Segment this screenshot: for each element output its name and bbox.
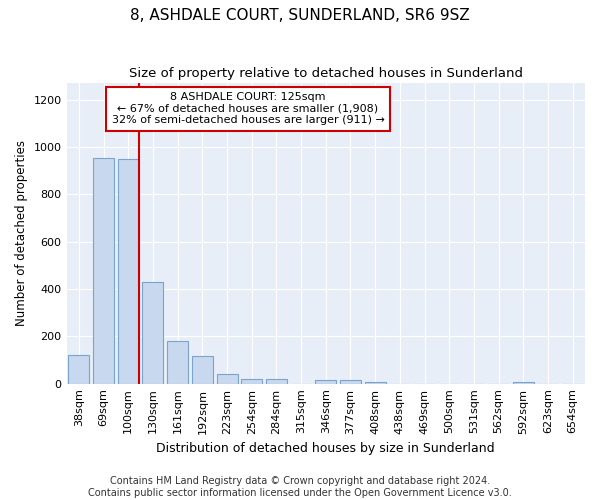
Bar [217,374,238,384]
Bar [340,380,361,384]
Text: Contains HM Land Registry data © Crown copyright and database right 2024.
Contai: Contains HM Land Registry data © Crown c… [88,476,512,498]
Bar [93,158,114,384]
Title: Size of property relative to detached houses in Sunderland: Size of property relative to detached ho… [129,68,523,80]
Bar [513,382,534,384]
X-axis label: Distribution of detached houses by size in Sunderland: Distribution of detached houses by size … [157,442,495,455]
Text: 8, ASHDALE COURT, SUNDERLAND, SR6 9SZ: 8, ASHDALE COURT, SUNDERLAND, SR6 9SZ [130,8,470,22]
Text: 8 ASHDALE COURT: 125sqm
← 67% of detached houses are smaller (1,908)
32% of semi: 8 ASHDALE COURT: 125sqm ← 67% of detache… [112,92,385,126]
Bar [68,356,89,384]
Bar [192,356,213,384]
Bar [365,382,386,384]
Bar [142,282,163,384]
Bar [315,380,336,384]
Y-axis label: Number of detached properties: Number of detached properties [15,140,28,326]
Bar [266,379,287,384]
Bar [241,379,262,384]
Bar [167,340,188,384]
Bar [118,160,139,384]
